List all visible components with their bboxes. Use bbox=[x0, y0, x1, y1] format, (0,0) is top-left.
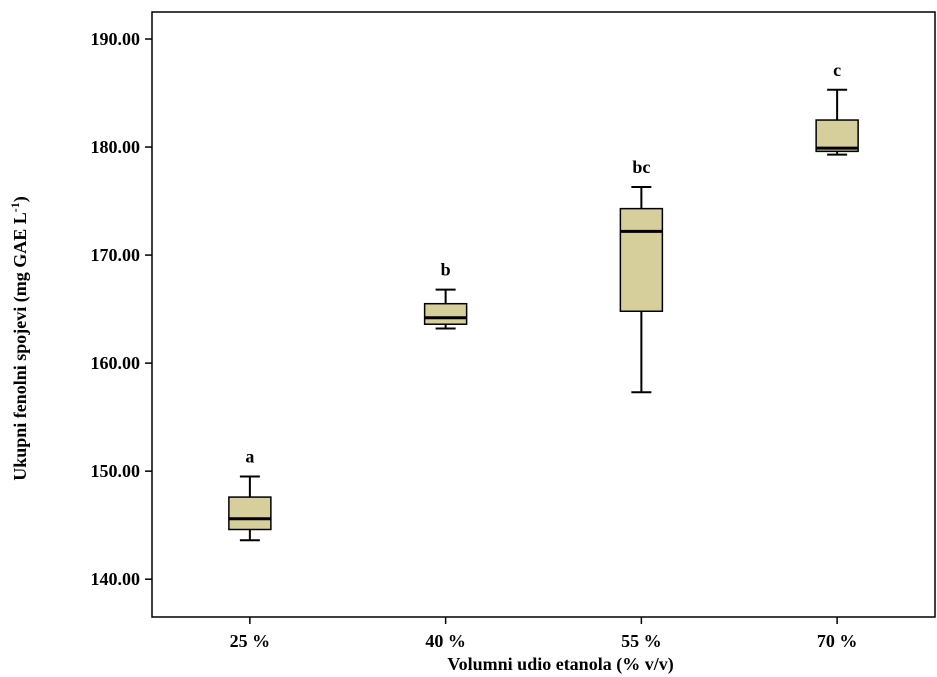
y-tick-label: 160.00 bbox=[91, 353, 141, 373]
boxes: a b bc c bbox=[228, 60, 859, 542]
y-axis-title: Ukupni fenolni spojevi (mg GAE L-1) bbox=[8, 196, 31, 481]
y-ticks: 140.00 150.00 160.00 170.00 180.00 190.00 bbox=[91, 29, 152, 589]
y-tick-label: 190.00 bbox=[91, 29, 141, 49]
y-tick-label: 150.00 bbox=[91, 461, 141, 481]
y-tick-label: 140.00 bbox=[91, 569, 141, 589]
significance-letter: c bbox=[833, 60, 841, 80]
box-1: a bbox=[228, 447, 272, 542]
y-axis-title-close: ) bbox=[10, 196, 31, 202]
significance-letter: a bbox=[245, 447, 254, 467]
box-2: b bbox=[423, 260, 468, 330]
box-4: c bbox=[815, 60, 859, 156]
x-category-labels: 25 % 40 % 55 % 70 % bbox=[230, 617, 858, 651]
plot-frame bbox=[151, 11, 936, 618]
significance-letter: b bbox=[441, 260, 451, 280]
box-3: bc bbox=[619, 157, 664, 394]
y-tick-label: 170.00 bbox=[91, 245, 141, 265]
x-category-label: 70 % bbox=[817, 631, 858, 651]
x-category-label: 40 % bbox=[425, 631, 466, 651]
x-category-label: 25 % bbox=[230, 631, 271, 651]
iqr-box bbox=[815, 119, 859, 153]
iqr-box bbox=[619, 207, 664, 313]
iqr-box bbox=[423, 302, 468, 325]
y-axis-title-superscript: -1 bbox=[8, 202, 22, 212]
iqr-box bbox=[228, 496, 272, 531]
x-axis-title: Volumni udio etanola (% v/v) bbox=[447, 654, 673, 675]
x-category-label: 55 % bbox=[621, 631, 662, 651]
y-axis-title-main: Ukupni fenolni spojevi (mg GAE L bbox=[10, 212, 31, 481]
y-tick-label: 180.00 bbox=[91, 137, 141, 157]
significance-letter: bc bbox=[632, 157, 650, 177]
